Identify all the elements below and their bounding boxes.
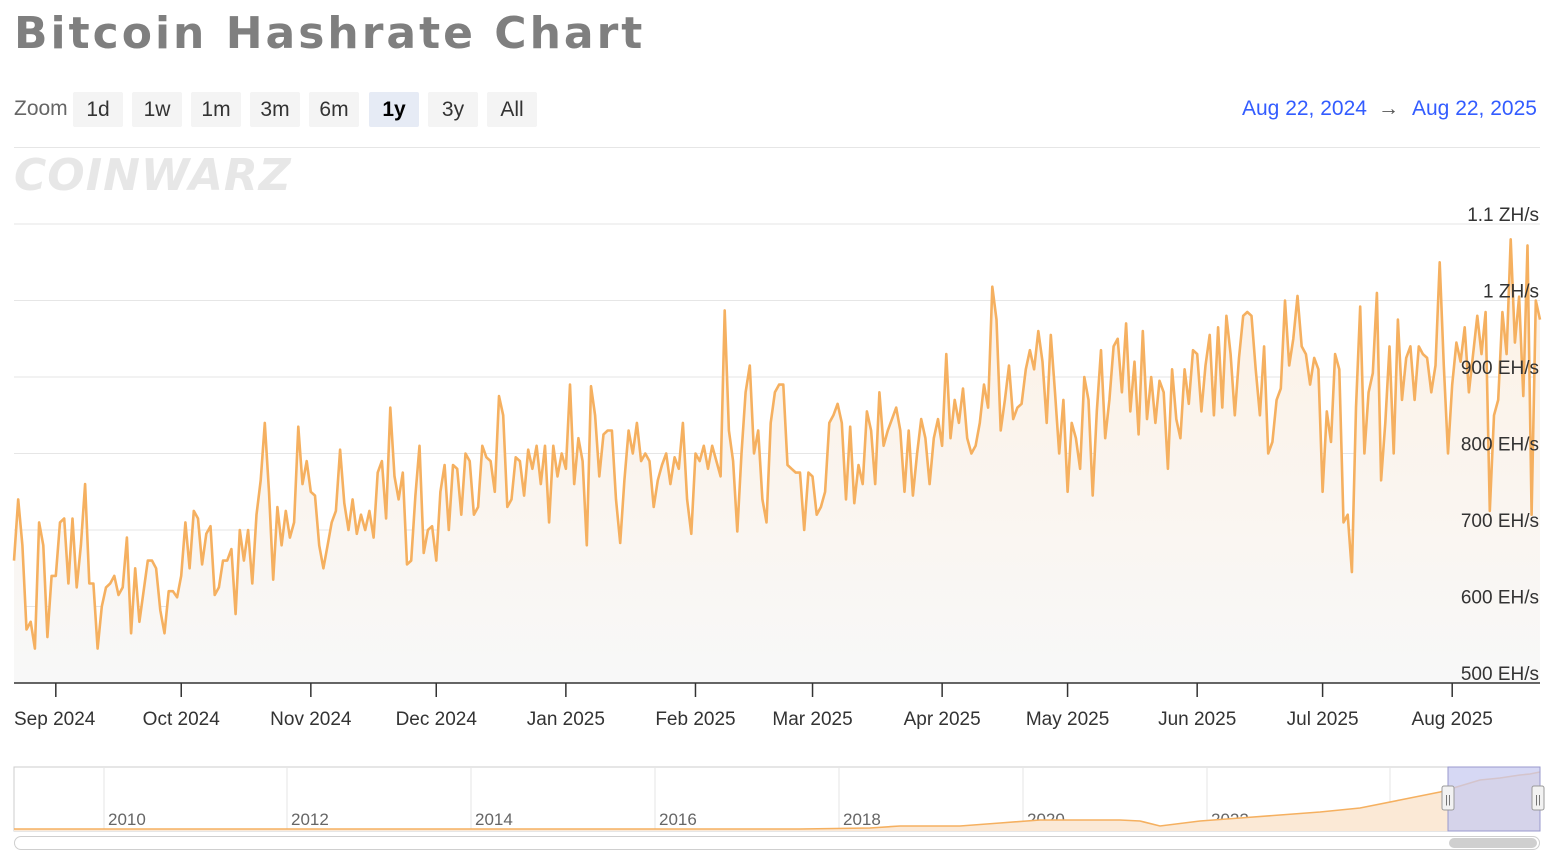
- zoom-button-1w[interactable]: 1w: [132, 92, 182, 127]
- navigator-handle-left[interactable]: [1441, 785, 1455, 811]
- x-tick-label: Jun 2025: [1158, 709, 1236, 730]
- x-tick-label: Jan 2025: [527, 709, 605, 730]
- hashrate-area: [14, 239, 1540, 684]
- range-from-input[interactable]: Aug 22, 2024: [1242, 97, 1367, 120]
- coinwarz-watermark: COINWARZ: [14, 150, 292, 201]
- x-tick-label: Feb 2025: [655, 709, 735, 730]
- navigator[interactable]: 20102012201420162018202020222024||||: [13, 766, 1545, 832]
- hashrate-line: [12, 238, 1542, 650]
- navigator-year-label: 2014: [475, 810, 513, 829]
- header-divider: [14, 147, 1540, 148]
- y-tick-label: 900 EH/s: [1461, 358, 1539, 379]
- zoom-label: Zoom: [14, 97, 68, 120]
- navigator-year-label: 2018: [843, 810, 881, 829]
- x-tick-label: Mar 2025: [772, 709, 852, 730]
- y-tick-label: 700 EH/s: [1461, 511, 1539, 532]
- navigator-area: [14, 772, 1540, 831]
- x-tick-label: Apr 2025: [904, 709, 981, 730]
- page-title: Bitcoin Hashrate Chart: [14, 8, 646, 59]
- x-tick-label: Aug 2025: [1412, 709, 1493, 730]
- range-arrow-icon: →: [1378, 97, 1399, 120]
- zoom-button-3y[interactable]: 3y: [428, 92, 478, 127]
- navigator-year-label: 2012: [291, 810, 329, 829]
- x-tick-label: Oct 2024: [143, 709, 221, 730]
- zoom-button-all[interactable]: All: [487, 92, 537, 127]
- navigator-year-label: 2016: [659, 810, 697, 829]
- navigator-handle-grip-icon: ||: [1445, 794, 1451, 806]
- zoom-button-6m[interactable]: 6m: [309, 92, 359, 127]
- x-tick-label: Dec 2024: [396, 709, 478, 730]
- x-tick-label: Sep 2024: [14, 709, 96, 730]
- range-to-input[interactable]: Aug 22, 2025: [1412, 97, 1537, 120]
- zoom-button-3m[interactable]: 3m: [250, 92, 300, 127]
- y-tick-label: 600 EH/s: [1461, 588, 1539, 609]
- navigator-selection[interactable]: [1447, 766, 1541, 832]
- zoom-button-1d[interactable]: 1d: [73, 92, 123, 127]
- y-tick-label: 1.1 ZH/s: [1467, 205, 1539, 226]
- x-tick-label: Nov 2024: [270, 709, 352, 730]
- zoom-button-1m[interactable]: 1m: [191, 92, 241, 127]
- navigator-year-label: 2010: [108, 810, 146, 829]
- zoom-button-1y[interactable]: 1y: [369, 92, 419, 127]
- navigator-handle-grip-icon: ||: [1535, 794, 1541, 806]
- y-tick-label: 800 EH/s: [1461, 435, 1539, 456]
- navigator-scrollbar[interactable]: [14, 836, 1540, 850]
- y-tick-label: 1 ZH/s: [1483, 282, 1539, 303]
- x-tick-label: May 2025: [1026, 709, 1109, 730]
- navigator-handle-right[interactable]: [1531, 785, 1545, 811]
- y-tick-label: 500 EH/s: [1461, 664, 1539, 685]
- x-tick-label: Jul 2025: [1287, 709, 1359, 730]
- navigator-scrollbar-thumb[interactable]: [1449, 838, 1537, 848]
